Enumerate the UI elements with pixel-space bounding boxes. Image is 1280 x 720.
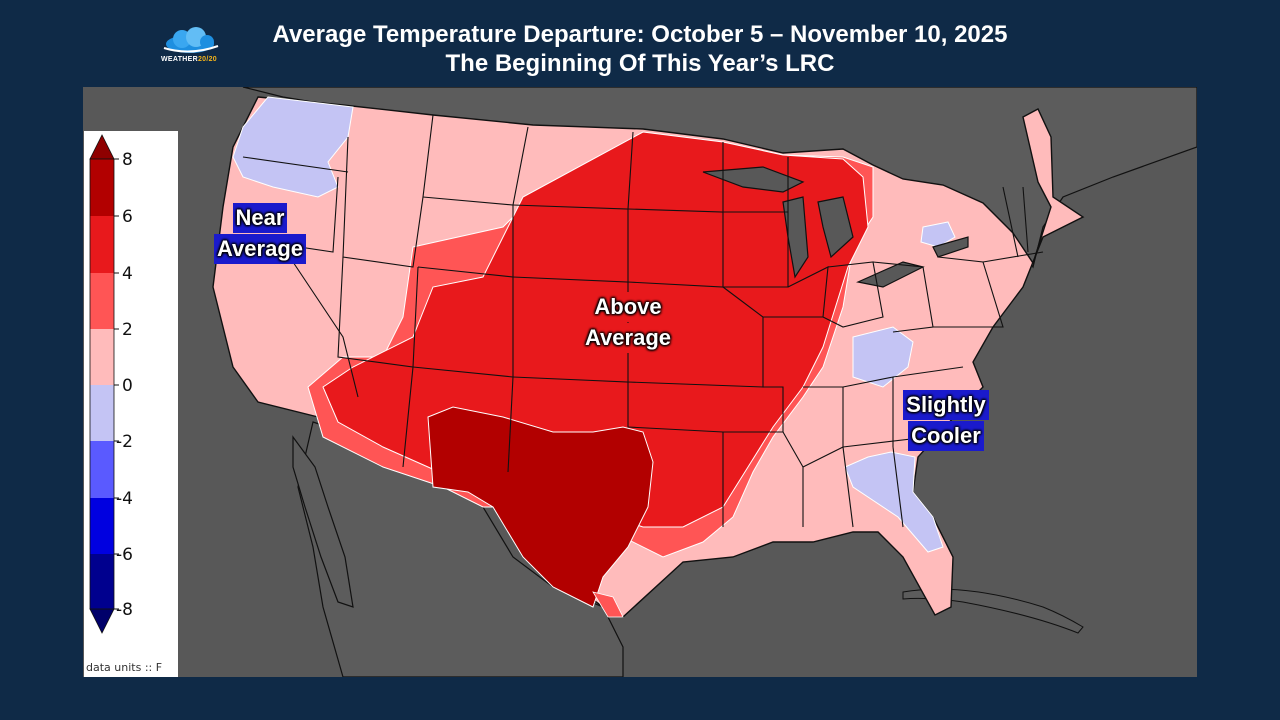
page-title: Average Temperature Departure: October 5… — [230, 20, 1050, 78]
legend-tick: -8 — [116, 600, 133, 620]
legend-band-2-4 — [90, 273, 114, 329]
legend-tick: 4 — [122, 264, 133, 284]
legend-tick: 2 — [122, 320, 133, 340]
legend-units: data units :: F — [86, 661, 163, 674]
cool-zone-appalachia — [852, 326, 914, 388]
legend-colorbar: 8 6 4 2 0 -2 -4 -6 -8 — [89, 134, 133, 634]
cool-zone-southeast — [844, 451, 944, 553]
warm-zone-texas — [427, 406, 654, 608]
legend-tick: -2 — [116, 432, 133, 452]
legend-tick: -6 — [116, 545, 133, 565]
cool-zone-ny — [920, 221, 956, 248]
legend-tick: 0 — [122, 376, 133, 396]
legend-band-neg2-0 — [90, 385, 114, 441]
legend-band-4-6 — [90, 216, 114, 273]
legend-band-neg6-neg4 — [90, 498, 114, 554]
weather2020-logo: WEATHER20/20 — [152, 26, 226, 68]
legend-tick: -4 — [116, 489, 133, 509]
annotation-slightly-cooler: Slightly Cooler — [892, 390, 1000, 452]
legend-tick: 6 — [122, 207, 133, 227]
temperature-departure-map — [83, 87, 1197, 677]
legend-top-arrow — [89, 134, 115, 160]
cool-zone-northwest — [232, 96, 354, 198]
warm-spot-gulf — [592, 591, 624, 618]
great-lakes — [702, 166, 969, 288]
annotation-near-average: Near Average — [204, 203, 316, 265]
logo-text: WEATHER20/20 — [161, 56, 217, 63]
legend-band-6-8 — [90, 159, 114, 216]
color-legend: 8 6 4 2 0 -2 -4 -6 -8 data units :: F — [84, 131, 178, 677]
legend-tick: 8 — [122, 150, 133, 170]
legend-band-0-2 — [90, 329, 114, 385]
legend-band-neg8-neg6 — [90, 554, 114, 609]
title-line-1: Average Temperature Departure: October 5… — [272, 21, 1008, 48]
annotation-above-average: Above Average — [570, 292, 686, 354]
cloud-logo-icon — [163, 27, 219, 53]
legend-bottom-arrow — [89, 608, 115, 634]
state-boundaries — [232, 114, 1044, 528]
title-line-2: The Beginning Of This Year’s LRC — [445, 50, 835, 77]
baja-peninsula — [292, 435, 354, 608]
legend-band-neg4-neg2 — [90, 441, 114, 498]
